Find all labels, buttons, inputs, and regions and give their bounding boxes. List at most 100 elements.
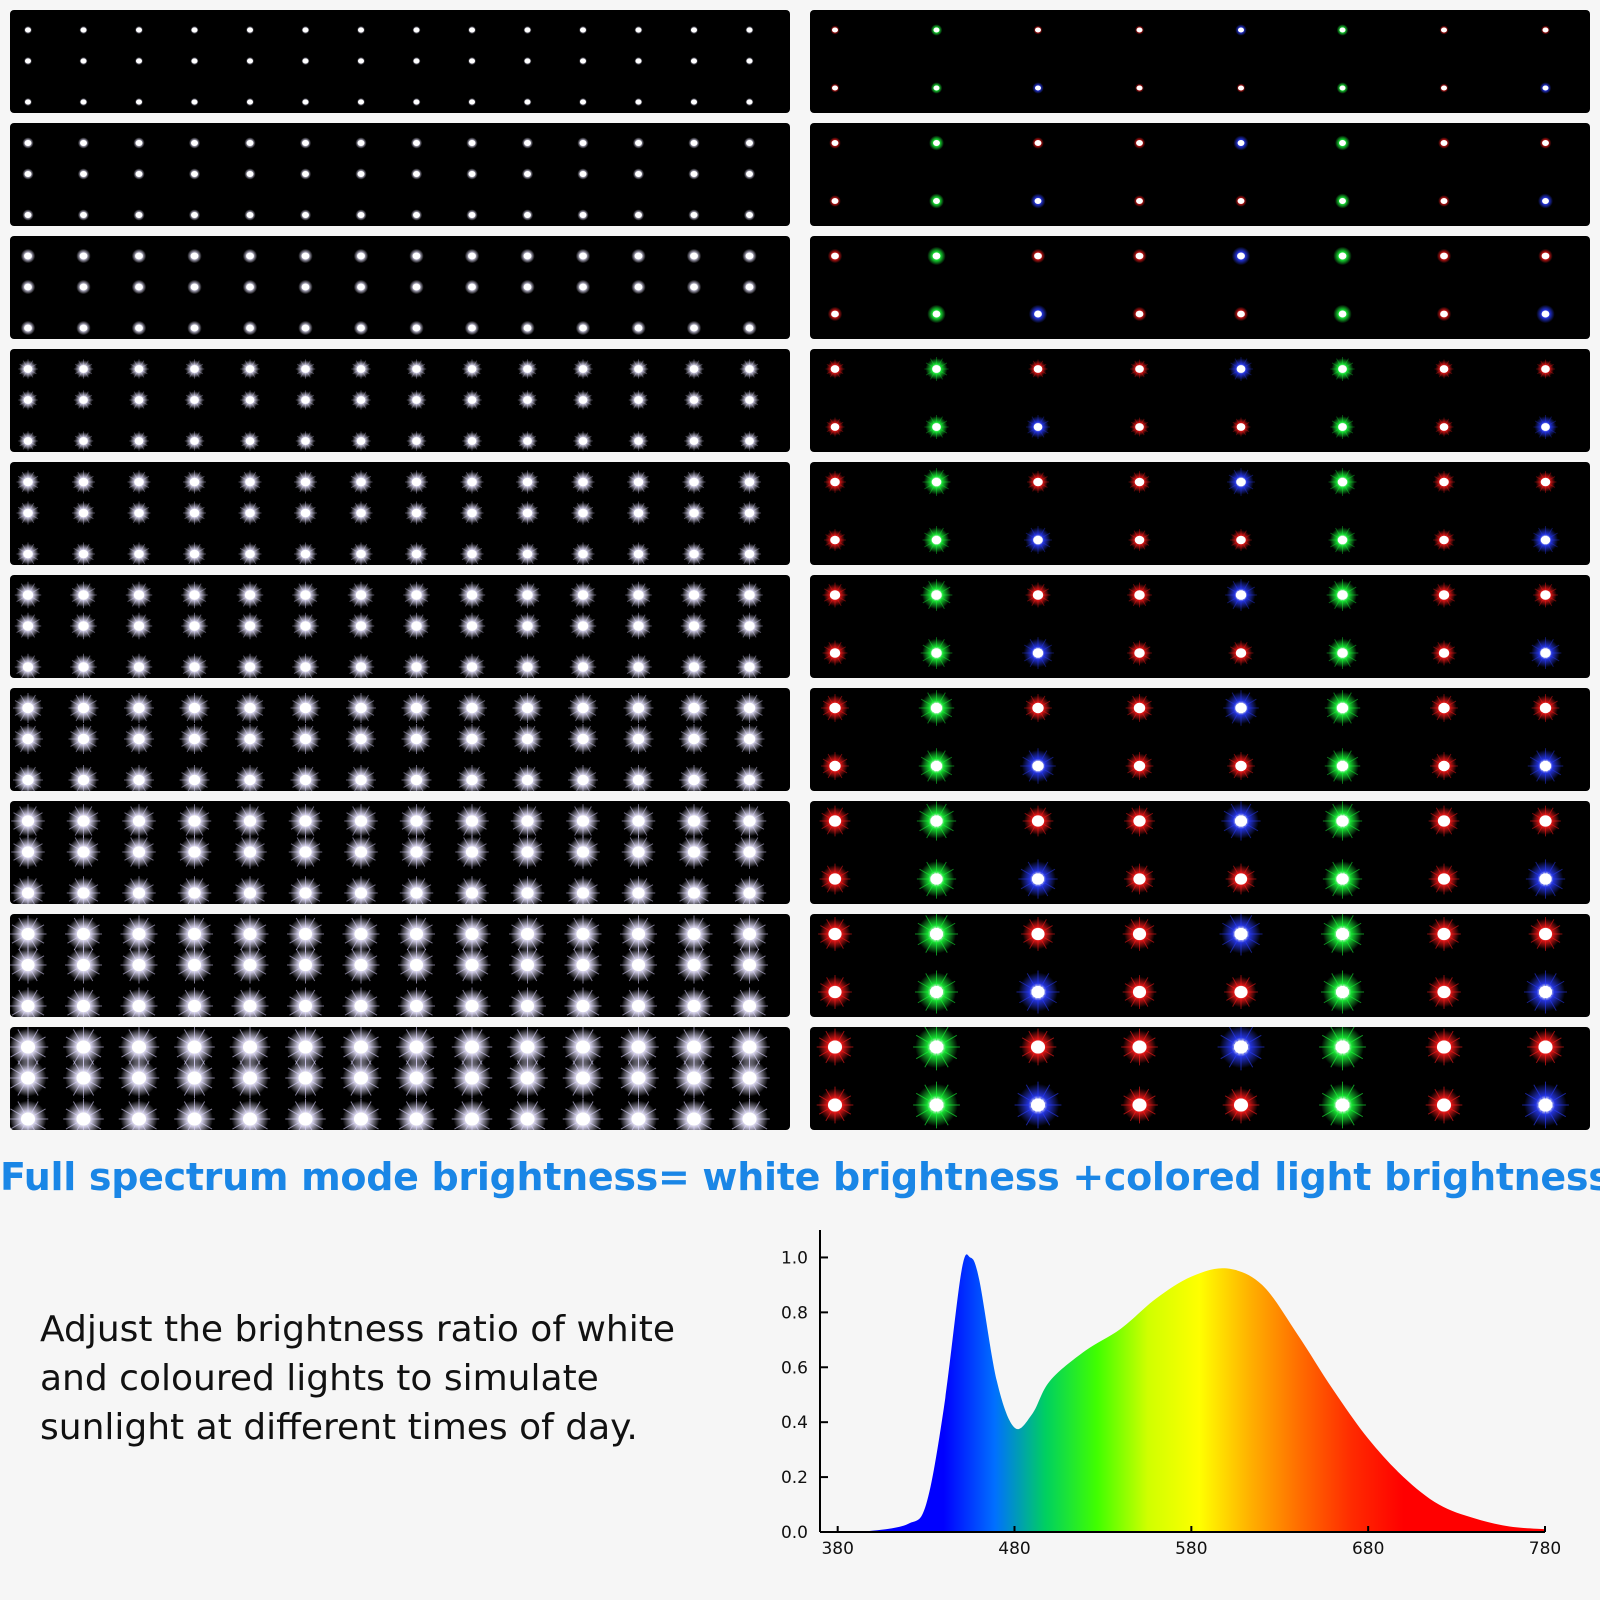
blue-led: [1221, 801, 1261, 841]
white-led: [577, 209, 589, 221]
red-led: [1130, 417, 1149, 437]
green-led: [924, 414, 949, 440]
white-led: [340, 1057, 382, 1099]
white-led: [468, 98, 476, 106]
white-led: [14, 612, 42, 640]
white-led: [468, 26, 476, 34]
red-led: [822, 640, 848, 666]
white-led: [174, 1027, 215, 1068]
white-led: [187, 320, 202, 336]
red-led: [1125, 694, 1154, 722]
blue-led: [1030, 193, 1046, 209]
green-led: [913, 1027, 960, 1071]
white-led: [627, 542, 650, 565]
red-led: [819, 805, 851, 837]
white-led: [349, 542, 373, 565]
white-led: [680, 581, 708, 609]
white-led: [625, 612, 652, 640]
white-led: [523, 57, 532, 65]
white-led: [451, 1057, 493, 1099]
x-tick-label: 680: [1352, 1539, 1384, 1559]
red-led: [1541, 25, 1550, 35]
white-led: [410, 168, 423, 180]
white-led: [523, 98, 532, 106]
white-led: [14, 653, 42, 678]
white-led: [184, 431, 205, 451]
white-led: [229, 1098, 271, 1130]
white-led: [13, 693, 43, 723]
red-led: [816, 1086, 854, 1124]
white-led: [235, 765, 265, 791]
white-led: [457, 765, 487, 791]
white-led: [246, 26, 254, 34]
white-led: [20, 248, 36, 264]
white-led: [240, 390, 260, 410]
white-led: [743, 168, 756, 180]
white-led: [14, 581, 42, 609]
white-led: [176, 946, 213, 984]
white-led: [68, 693, 99, 723]
white-led: [579, 26, 587, 34]
white-led: [298, 279, 313, 295]
white-led: [22, 209, 34, 221]
white-led: [729, 1098, 770, 1130]
white-led: [66, 876, 101, 904]
white-led: [564, 987, 602, 1017]
white-led: [520, 279, 535, 295]
white-led: [412, 57, 421, 65]
white-led: [632, 168, 645, 180]
white-led: [190, 26, 199, 34]
white-led: [632, 137, 645, 149]
white-led: [512, 724, 543, 754]
white-led: [181, 612, 208, 640]
white-led: [340, 1098, 382, 1130]
color-led-strip: [810, 801, 1590, 904]
white-led: [11, 804, 45, 838]
white-led-strip: [10, 801, 790, 904]
white-led: [520, 248, 535, 264]
white-led: [406, 431, 427, 451]
white-led: [342, 915, 380, 953]
white-led: [409, 248, 424, 264]
white-led: [466, 168, 478, 180]
blue-led: [1538, 193, 1553, 209]
white-led: [631, 248, 646, 264]
white-led: [238, 501, 262, 525]
red-led: [1021, 917, 1055, 951]
white-led: [412, 26, 421, 34]
red-led: [1121, 1028, 1158, 1066]
white-led: [288, 835, 323, 869]
white-led: [688, 209, 700, 221]
white-led: [242, 320, 258, 336]
red-led: [825, 417, 845, 437]
white-led: [453, 915, 491, 953]
white-led: [573, 431, 593, 451]
white-led: [120, 915, 158, 953]
blue-led: [1032, 82, 1044, 94]
white-led: [183, 542, 206, 565]
blue-led: [1014, 1081, 1062, 1129]
white-led: [346, 765, 376, 791]
white-led: [621, 804, 656, 838]
white-led: [736, 581, 763, 609]
white-led: [731, 915, 768, 953]
red-led: [1233, 306, 1249, 322]
white-led: [181, 653, 208, 678]
white-led: [181, 581, 208, 609]
red-led: [824, 529, 846, 551]
green-led: [1322, 859, 1363, 899]
white-led: [70, 653, 97, 678]
red-led: [1032, 137, 1044, 149]
color-led-strip: [810, 1027, 1590, 1130]
white-led: [190, 98, 199, 106]
white-led: [240, 359, 260, 379]
white-led: [634, 98, 643, 106]
white-led: [455, 835, 489, 869]
red-led: [1133, 137, 1146, 149]
white-led: [738, 542, 761, 565]
white-led: [135, 57, 143, 65]
red-led: [1127, 582, 1152, 608]
blue-led: [1522, 1081, 1569, 1129]
white-led: [516, 470, 539, 494]
red-led: [1135, 25, 1144, 35]
